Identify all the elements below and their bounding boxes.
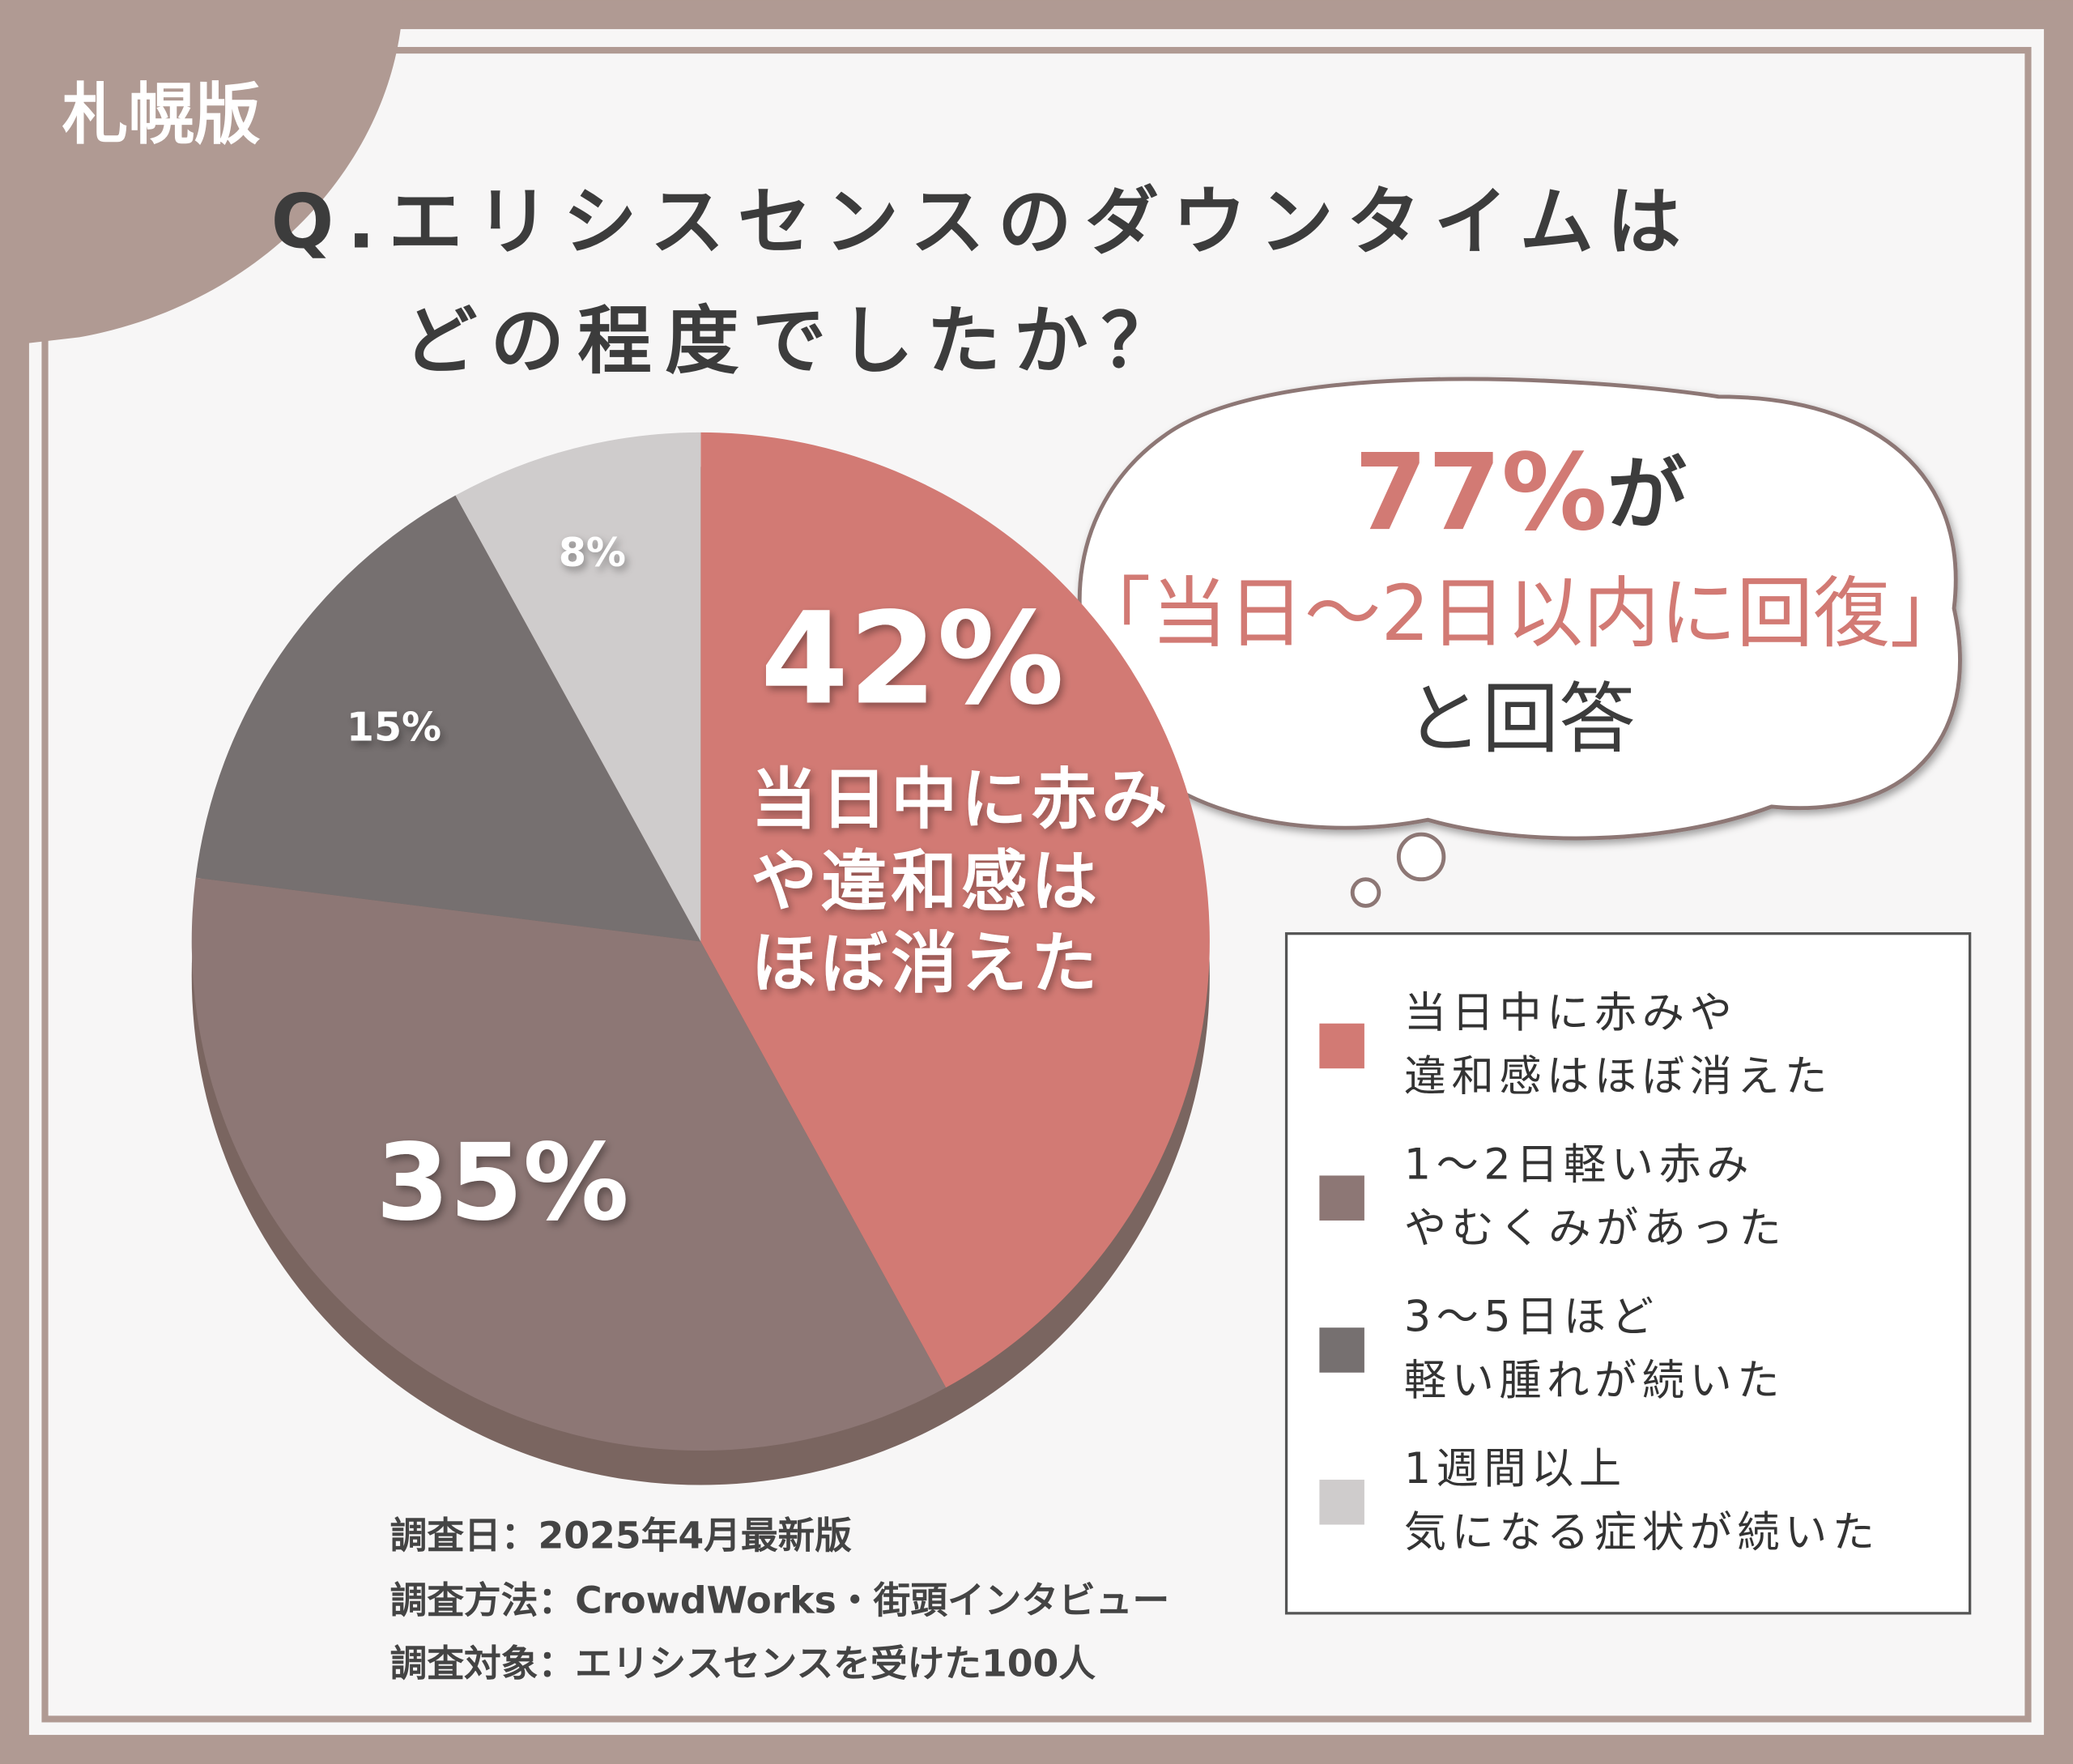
bubble-dot (1350, 877, 1381, 908)
badge-shape (0, 0, 403, 347)
legend-label: 1週間以上 (1404, 1445, 1627, 1493)
legend-label: 1〜2日軽い赤み (1404, 1141, 1754, 1190)
legend-swatch (1319, 1327, 1364, 1373)
callout-quote: 「当日〜2日以内に回復」 (1075, 569, 1967, 658)
legend-swatch (1319, 1175, 1364, 1221)
slice-label: 15% (347, 705, 441, 751)
pie-slice (195, 495, 701, 942)
bubble-dot (1396, 832, 1446, 882)
legend-swatch (1319, 1479, 1364, 1525)
legend-label: 違和感はほぼ消えた (1404, 1052, 1832, 1101)
callout-highlight: 77% (1354, 431, 1607, 554)
callout-tail: と回答 (1406, 675, 1636, 765)
note: 調査日：2025年4月最新版 (390, 1514, 853, 1557)
legend-swatch (1319, 1023, 1364, 1069)
slice-label: 8% (559, 530, 626, 576)
note: 調査対象：エリシスセンスを受けた100人 (390, 1643, 1096, 1685)
inner-border (41, 46, 2032, 1723)
legend-label: 軽い腫れが続いた (1404, 1357, 1785, 1405)
slice-annotation: や違和感は (751, 843, 1101, 920)
legend-label: 3〜5日ほど (1404, 1293, 1659, 1341)
badge: 札幌版 (62, 76, 261, 153)
legend-label: 気になる症状が続いた (1404, 1509, 1880, 1557)
chart-title: どの程度でしたか？ (403, 298, 1189, 385)
slice-label: 42% (760, 585, 1064, 732)
slice-annotation: ほぼ消えた (751, 926, 1101, 1003)
note: 調査方法：CrowdWorks・街頭インタビュー (390, 1579, 1170, 1621)
callout-text: が (1607, 449, 1687, 541)
chart-title: Q.エリシスセンスのダウンタイムは (271, 179, 1694, 266)
legend-label: 当日中に赤みや (1404, 989, 1737, 1038)
slice-label: 35% (376, 1121, 629, 1244)
pie-slice (191, 877, 947, 1451)
legend-box (1284, 932, 1972, 1615)
callout-line: 77%が (1354, 431, 1687, 554)
slice-annotation: 当日中に赤み (751, 761, 1171, 838)
legend-label: やむくみがあった (1404, 1204, 1786, 1253)
pie-slice (455, 432, 701, 942)
pie-slice (700, 432, 1210, 1388)
